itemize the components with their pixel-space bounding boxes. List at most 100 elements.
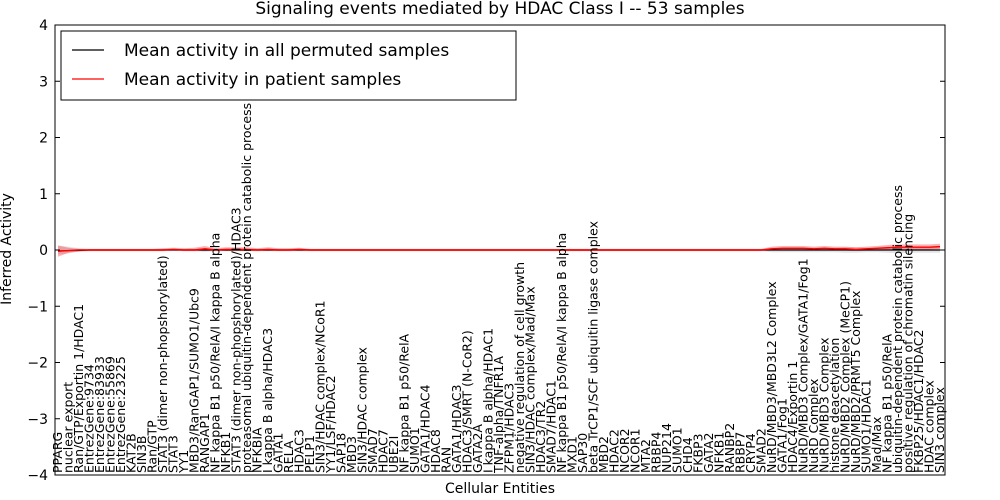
x-tick-label: EntrezGene:23225 bbox=[113, 356, 128, 473]
x-tick-label: GATA1 bbox=[271, 433, 286, 473]
x-tick-label: MTA2 bbox=[638, 439, 653, 473]
x-tick-label: NuRD/MBD3/MBD3L2 Complex bbox=[764, 281, 779, 473]
x-tick-label: HDAC complex bbox=[922, 380, 937, 473]
x-tick-label: NFKB1 bbox=[218, 432, 233, 473]
legend-label-patient: Mean activity in patient samples bbox=[124, 70, 401, 90]
x-tick-label: EntrezGene:55869 bbox=[103, 356, 118, 473]
x-tick-label: nuclear export bbox=[61, 382, 76, 473]
x-tick-label: GATA1/Fog1 bbox=[775, 398, 790, 473]
x-tick-label: HDAC4/Exportin 1 bbox=[785, 361, 800, 473]
x-tick-label: ubiquitin-dependent protein catabolic pr… bbox=[890, 185, 905, 473]
x-tick-label: STAT3 bbox=[166, 435, 181, 473]
x-tick-label: NF kappa B1 p50/RelA/I kappa B alpha bbox=[554, 233, 569, 473]
x-tick-label: KAT2B bbox=[124, 433, 139, 473]
x-tick-label: NuRD/MBD3 Complex/GATA1/Fog1 bbox=[796, 258, 811, 473]
y-tick-label: −3 bbox=[27, 412, 48, 428]
x-tick-label: SUMO1 bbox=[407, 427, 422, 473]
y-tick-label: 1 bbox=[39, 187, 48, 203]
x-tick-label: HDAC3/TR2 bbox=[533, 401, 548, 473]
plot-frame bbox=[54, 24, 946, 476]
x-tick-label: CHD4 bbox=[680, 437, 695, 473]
x-tick-label: TNF-alpha/TNFR1A bbox=[491, 356, 506, 474]
x-tick-label: RANBP2 bbox=[722, 423, 737, 473]
x-tick-label: HDAC3 bbox=[292, 429, 307, 473]
x-tick-label: SUMO1/HDAC1 bbox=[859, 379, 874, 473]
x-tick-label: positive regulation of chromatin silenci… bbox=[901, 214, 916, 473]
x-tick-label: CRYP4 bbox=[743, 433, 758, 473]
x-tick-label: NuRD/MBD3 Complex bbox=[817, 337, 832, 473]
y-tick-label: 3 bbox=[39, 74, 48, 90]
x-tick-label: PPARG bbox=[50, 432, 65, 473]
x-tick-label: beta TrCP1/SCF ubiquitin ligase complex bbox=[586, 221, 601, 473]
x-tick-label: EntrezGene:9734 bbox=[82, 364, 97, 473]
x-tick-label: SUMO1 bbox=[670, 427, 685, 473]
x-tick-label: RAN bbox=[439, 447, 454, 473]
x-tick-label: NuRD Complex bbox=[806, 379, 821, 473]
x-tick-label: RBBP7 bbox=[733, 432, 748, 473]
x-tick-label: SMAD7 bbox=[365, 428, 380, 473]
x-tick-label: HDAC8 bbox=[428, 429, 443, 473]
x-tick-label: ZFPM1/HDAC3 bbox=[502, 383, 517, 473]
legend-box bbox=[60, 30, 517, 101]
x-tick-label: GATA1/HDAC3 bbox=[449, 385, 464, 473]
x-tick-label: Ran/GTP bbox=[145, 420, 160, 473]
x-tick-label: negative regulation of cell growth bbox=[512, 262, 527, 473]
x-tick-label: FKBP3 bbox=[691, 434, 706, 473]
x-tick-label: SMAD7/HDAC1 bbox=[544, 380, 559, 473]
y-tick-label: −1 bbox=[27, 299, 48, 315]
x-tick-label: SIN3B bbox=[134, 436, 149, 474]
x-tick-label: NuRD/MBD2/PRMT5 Complex bbox=[848, 291, 863, 473]
x-tick-label: MBD2 bbox=[596, 436, 611, 473]
x-tick-label: HDAC7 bbox=[376, 429, 391, 473]
x-tick-label: NFKBIA bbox=[250, 427, 265, 473]
y-tick-label: 2 bbox=[39, 131, 48, 147]
x-tick-label: NF kappa B1 p50/RelA/I kappa B alpha bbox=[208, 233, 223, 473]
x-tick-label: RELA bbox=[281, 440, 296, 473]
chart-title: Signaling events mediated by HDAC Class … bbox=[255, 0, 744, 19]
x-tick-label: NuRD/MBD2 Complex (MeCP1) bbox=[838, 281, 853, 473]
x-tick-label: SIN3 complex bbox=[932, 387, 947, 473]
x-tick-label: SAP18 bbox=[334, 433, 349, 473]
x-tick-label: NF kappa B1 p50/RelA bbox=[397, 333, 412, 473]
x-tick-label: EntrezGene:83933 bbox=[92, 356, 107, 473]
y-tick-label: 0 bbox=[39, 243, 48, 259]
x-tick-label: FKBP25/HDAC1/HDAC2 bbox=[911, 330, 926, 473]
x-tick-label: SAP30 bbox=[575, 433, 590, 473]
y-tick-label: −2 bbox=[27, 356, 48, 372]
x-tick-label: YY1 bbox=[176, 450, 191, 474]
x-tick-label: PELP1 bbox=[302, 435, 317, 473]
x-tick-label: NFKB1 bbox=[712, 432, 727, 473]
x-tick-label: GATA1/HDAC4 bbox=[418, 384, 433, 473]
x-tick-label: proteasomal ubiquitin-dependent protein … bbox=[239, 103, 254, 473]
legend: Mean activity in all permuted samples Me… bbox=[60, 30, 517, 101]
x-tick-label: MBD3 bbox=[344, 436, 359, 473]
x-tick-label: NF kappa B1 p50/RelA bbox=[880, 333, 895, 473]
x-tick-label: NUP214 bbox=[659, 423, 674, 473]
x-tick-label: NCOR1 bbox=[628, 428, 643, 473]
series-lines bbox=[57, 245, 941, 252]
x-axis-label: Cellular Entities bbox=[445, 481, 555, 497]
x-tick-label: I kappa B alpha/HDAC1 bbox=[481, 328, 496, 473]
x-tick-label: UBE2I bbox=[386, 436, 401, 473]
x-tick-label: SIN3/HDAC complex/NCoR1 bbox=[313, 300, 328, 473]
x-tick-label: SMAD2 bbox=[754, 428, 769, 473]
x-tick-label: RBBP4 bbox=[649, 432, 664, 473]
x-tick-label: Mad/Max bbox=[869, 417, 884, 473]
x-tick-label: HDAC2 bbox=[607, 429, 622, 473]
x-tick-label: SIN3/HDAC complex/Mad/Max bbox=[523, 286, 538, 473]
x-tick-label: GATA2 bbox=[701, 433, 716, 473]
x-tick-label: Ran/GTP/Exportin 1/HDAC1 bbox=[71, 304, 86, 473]
x-tick-label: STAT3 (dimer non-phopshorylated)/HDAC3 bbox=[229, 207, 244, 473]
x-tick-label: NCOR2 bbox=[617, 428, 632, 473]
x-tick-label: GATA2A bbox=[470, 424, 485, 473]
x-tick-label: YY1/LSF/HDAC2 bbox=[323, 375, 338, 474]
x-tick-label: histone deacetylation bbox=[827, 338, 842, 473]
x-tick-label: MBD3/RanGAP1/SUMO1/Ubc9 bbox=[187, 288, 202, 473]
x-tick-label: RANGAP1 bbox=[197, 413, 212, 473]
x-tick-label: MXD1 bbox=[565, 436, 580, 473]
line-patient bbox=[57, 245, 941, 252]
x-tick-label: I kappa B alpha/HDAC3 bbox=[260, 328, 275, 473]
y-axis-label: Inferred Activity bbox=[0, 193, 15, 305]
